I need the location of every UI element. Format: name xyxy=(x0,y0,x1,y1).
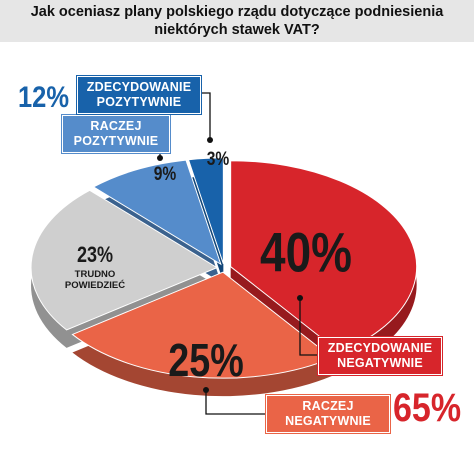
slice xyxy=(92,159,222,266)
category-label: ZDECYDOWANIE POZYTYWNIE xyxy=(77,76,201,114)
slice xyxy=(71,271,334,379)
category-label: RACZEJ NEGATYWNIE xyxy=(266,395,390,433)
category-label: TRUDNO POWIEDZIEĆ xyxy=(64,269,126,291)
value-label: 23% xyxy=(76,242,114,267)
leader-line xyxy=(205,390,266,415)
leader-dot xyxy=(203,387,209,393)
slice xyxy=(187,157,224,264)
group-total: 65% xyxy=(393,386,462,430)
leader-line xyxy=(201,92,211,140)
chart-title: Jak oceniasz plany polskiego rządu dotyc… xyxy=(0,0,474,42)
value-label: 40% xyxy=(260,220,352,284)
category-label: ZDECYDOWANIE NEGATYWNIE xyxy=(318,337,442,375)
leader-dot xyxy=(207,137,213,143)
leader-dot xyxy=(297,295,303,301)
value-label: 25% xyxy=(168,334,244,386)
slice xyxy=(230,160,418,354)
value-label: 3% xyxy=(206,149,230,170)
slice xyxy=(30,189,219,331)
group-total: 12% xyxy=(18,81,70,114)
leader-line xyxy=(299,298,318,356)
leader-dot xyxy=(157,155,163,161)
category-label: RACZEJ POZYTYWNIE xyxy=(62,115,170,153)
value-label: 9% xyxy=(153,164,177,185)
